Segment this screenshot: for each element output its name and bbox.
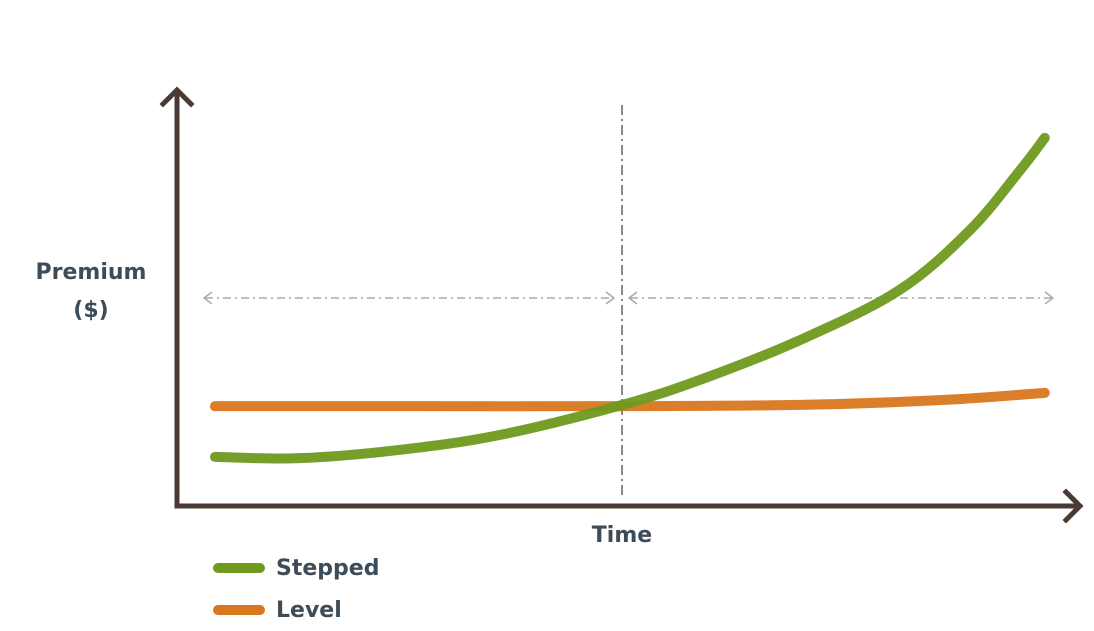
legend: Stepped Level: [213, 556, 379, 623]
axis-lines: [174, 89, 1081, 509]
x-arrow: [1062, 488, 1084, 524]
legend-label: Level: [276, 598, 342, 623]
plot-area: [209, 132, 1050, 464]
y-arrow: [159, 86, 195, 108]
legend-label: Stepped: [276, 556, 379, 581]
series-line: [209, 387, 1050, 412]
span-arrows: [202, 291, 1055, 305]
decorations: [202, 105, 1055, 495]
y-axis-label: Premium: [36, 260, 147, 285]
axes: [159, 86, 1084, 524]
y-axis-label: ($): [73, 298, 108, 323]
series-line: [209, 132, 1050, 464]
x-axis-label: Time: [592, 523, 652, 548]
